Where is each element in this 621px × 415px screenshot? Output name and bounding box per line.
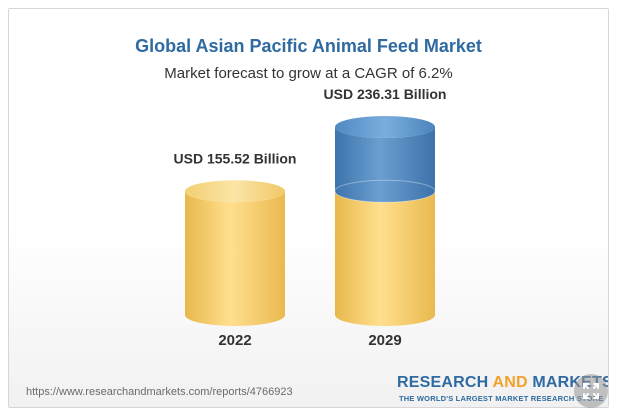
bar-2029-divider	[334, 179, 436, 203]
expand-icon	[583, 383, 599, 399]
bar-2029-growth	[335, 127, 435, 203]
bar-2029-base	[335, 191, 435, 326]
bar-2029-top	[335, 116, 435, 138]
expand-button[interactable]	[574, 374, 608, 408]
category-label-2022: 2022	[218, 332, 251, 349]
bar-chart: USD 155.52 Billion 2022 USD 236.31 Billion…	[174, 86, 447, 349]
chart-subtitle: Market forecast to grow at a CAGR of 6.2…	[164, 65, 453, 82]
bar-2022-top	[185, 180, 285, 203]
bar-2022	[185, 191, 285, 326]
chart-title: Global Asian Pacific Animal Feed Market	[135, 36, 482, 56]
value-label-2029: USD 236.31 Billion	[324, 86, 447, 102]
chart-card: Global Asian Pacific Animal Feed Market …	[8, 8, 609, 408]
category-label-2029: 2029	[368, 332, 401, 349]
brand-tagline: THE WORLD'S LARGEST MARKET RESEARCH STOR…	[399, 394, 604, 403]
value-label-2022: USD 155.52 Billion	[174, 150, 297, 166]
source-url[interactable]: https://www.researchandmarkets.com/repor…	[26, 386, 293, 398]
